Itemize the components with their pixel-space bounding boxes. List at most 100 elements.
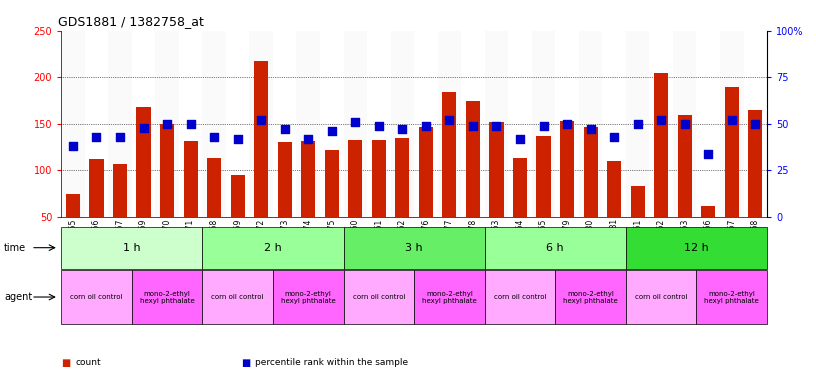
Text: mono-2-ethyl
hexyl phthalate: mono-2-ethyl hexyl phthalate — [281, 291, 335, 303]
Bar — [490, 122, 503, 217]
Bar — [677, 114, 692, 217]
Point — [137, 124, 150, 131]
Point — [678, 121, 691, 127]
Text: 12 h: 12 h — [684, 243, 709, 253]
Bar — [61, 31, 85, 217]
Point — [608, 134, 621, 140]
Point — [278, 126, 291, 132]
Bar — [131, 31, 155, 217]
Point — [372, 122, 385, 129]
Bar — [136, 107, 151, 217]
Point — [348, 119, 361, 125]
Text: 6 h: 6 h — [547, 243, 564, 253]
Point — [66, 143, 79, 149]
Bar — [348, 140, 362, 217]
Text: 1 h: 1 h — [123, 243, 140, 253]
Bar — [395, 138, 410, 217]
Bar — [485, 31, 508, 217]
Point — [161, 121, 174, 127]
Bar — [466, 101, 480, 217]
Bar — [207, 158, 221, 217]
Point — [537, 122, 550, 129]
Bar — [725, 87, 738, 217]
Text: corn oil control: corn oil control — [70, 294, 122, 300]
Bar — [555, 31, 579, 217]
Bar — [536, 136, 551, 217]
Text: corn oil control: corn oil control — [635, 294, 687, 300]
Bar — [296, 31, 320, 217]
Bar — [250, 31, 273, 217]
Point — [255, 117, 268, 123]
Bar — [419, 127, 433, 217]
Point — [584, 126, 597, 132]
Bar — [720, 31, 743, 217]
Text: corn oil control: corn oil control — [353, 294, 405, 300]
Point — [561, 121, 574, 127]
Bar — [701, 206, 716, 217]
Bar — [179, 31, 202, 217]
Bar — [461, 31, 485, 217]
Point — [749, 121, 762, 127]
Bar — [66, 194, 80, 217]
Bar — [442, 92, 456, 217]
Bar — [696, 31, 720, 217]
Point — [467, 122, 480, 129]
Text: time: time — [4, 243, 26, 253]
Bar — [202, 31, 226, 217]
Point — [631, 121, 644, 127]
Bar — [226, 31, 250, 217]
Bar — [748, 110, 762, 217]
Text: mono-2-ethyl
hexyl phthalate: mono-2-ethyl hexyl phthalate — [704, 291, 759, 303]
Bar — [391, 31, 414, 217]
Text: count: count — [76, 358, 101, 367]
Bar — [254, 61, 268, 217]
Point — [725, 117, 738, 123]
Point — [184, 121, 197, 127]
Bar — [673, 31, 696, 217]
Bar — [560, 121, 574, 217]
Bar — [320, 31, 344, 217]
Bar — [184, 141, 197, 217]
Bar — [437, 31, 461, 217]
Text: mono-2-ethyl
hexyl phthalate: mono-2-ethyl hexyl phthalate — [563, 291, 618, 303]
Bar — [90, 159, 104, 217]
Bar — [273, 31, 296, 217]
Point — [419, 122, 432, 129]
Point — [490, 122, 503, 129]
Point — [443, 117, 456, 123]
Text: ■: ■ — [241, 358, 250, 368]
Text: 2 h: 2 h — [264, 243, 282, 253]
Bar — [109, 31, 131, 217]
Bar — [113, 164, 127, 217]
Point — [231, 136, 244, 142]
Point — [326, 128, 339, 134]
Text: percentile rank within the sample: percentile rank within the sample — [255, 358, 409, 367]
Text: corn oil control: corn oil control — [494, 294, 546, 300]
Point — [702, 151, 715, 157]
Bar — [532, 31, 555, 217]
Bar — [85, 31, 109, 217]
Bar — [602, 31, 626, 217]
Bar — [508, 31, 532, 217]
Bar — [325, 150, 339, 217]
Bar — [301, 141, 315, 217]
Text: ■: ■ — [61, 358, 70, 368]
Bar — [607, 161, 621, 217]
Bar — [160, 124, 174, 217]
Bar — [583, 127, 597, 217]
Text: 3 h: 3 h — [406, 243, 423, 253]
Bar — [631, 186, 645, 217]
Bar — [579, 31, 602, 217]
Bar — [277, 142, 292, 217]
Bar — [654, 73, 668, 217]
Text: GDS1881 / 1382758_at: GDS1881 / 1382758_at — [58, 15, 203, 28]
Bar — [367, 31, 391, 217]
Point — [396, 126, 409, 132]
Bar — [743, 31, 767, 217]
Bar — [414, 31, 437, 217]
Bar — [231, 175, 245, 217]
Text: agent: agent — [4, 292, 33, 302]
Text: mono-2-ethyl
hexyl phthalate: mono-2-ethyl hexyl phthalate — [140, 291, 194, 303]
Bar — [513, 158, 527, 217]
Point — [654, 117, 667, 123]
